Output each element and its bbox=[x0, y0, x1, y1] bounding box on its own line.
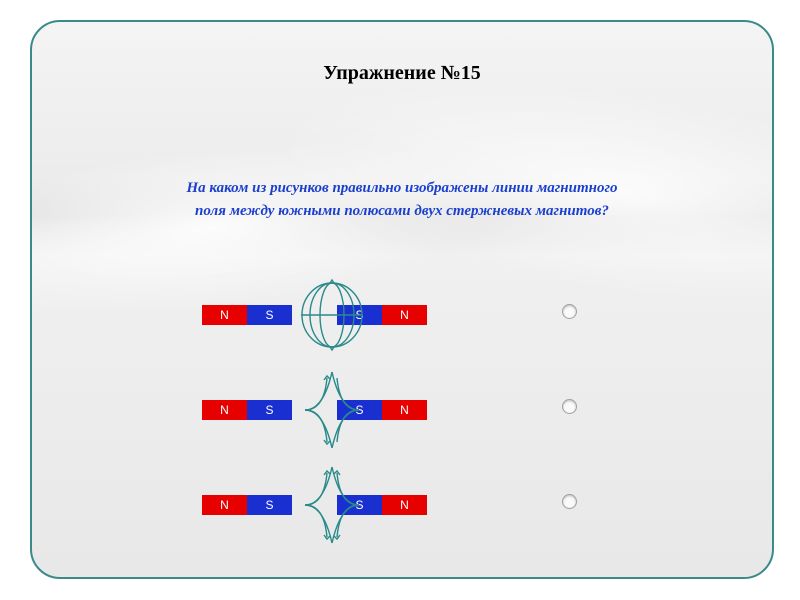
option-row-1: NSSN bbox=[32, 282, 772, 352]
page-title: Упражнение №15 bbox=[32, 62, 772, 85]
magnet-pole-N: N bbox=[382, 305, 427, 325]
magnet-pair: NSSN bbox=[202, 297, 462, 337]
magnet-pole-N: N bbox=[382, 495, 427, 515]
exercise-card: Упражнение №15 На каком из рисунков прав… bbox=[30, 20, 774, 579]
magnet-pole-S: S bbox=[337, 400, 382, 420]
option-row-2: NSSN bbox=[32, 377, 772, 447]
question-line1: На каком из рисунков правильно изображен… bbox=[32, 177, 772, 200]
magnet-pole-N: N bbox=[382, 400, 427, 420]
question-text: На каком из рисунков правильно изображен… bbox=[32, 177, 772, 222]
magnet-pole-S: S bbox=[247, 495, 292, 515]
option-radio-2[interactable] bbox=[562, 399, 577, 414]
magnet-pole-N: N bbox=[202, 400, 247, 420]
magnet-pole-S: S bbox=[247, 400, 292, 420]
magnet-pair: NSSN bbox=[202, 392, 462, 432]
magnet-pair: NSSN bbox=[202, 487, 462, 527]
magnet-pole-N: N bbox=[202, 495, 247, 515]
question-line2: поля между южными полюсами двух стержнев… bbox=[32, 200, 772, 223]
magnet-pole-S: S bbox=[337, 305, 382, 325]
magnet-pole-S: S bbox=[247, 305, 292, 325]
option-radio-3[interactable] bbox=[562, 494, 577, 509]
option-row-3: NSSN bbox=[32, 472, 772, 542]
magnet-pole-S: S bbox=[337, 495, 382, 515]
option-radio-1[interactable] bbox=[562, 304, 577, 319]
magnet-pole-N: N bbox=[202, 305, 247, 325]
